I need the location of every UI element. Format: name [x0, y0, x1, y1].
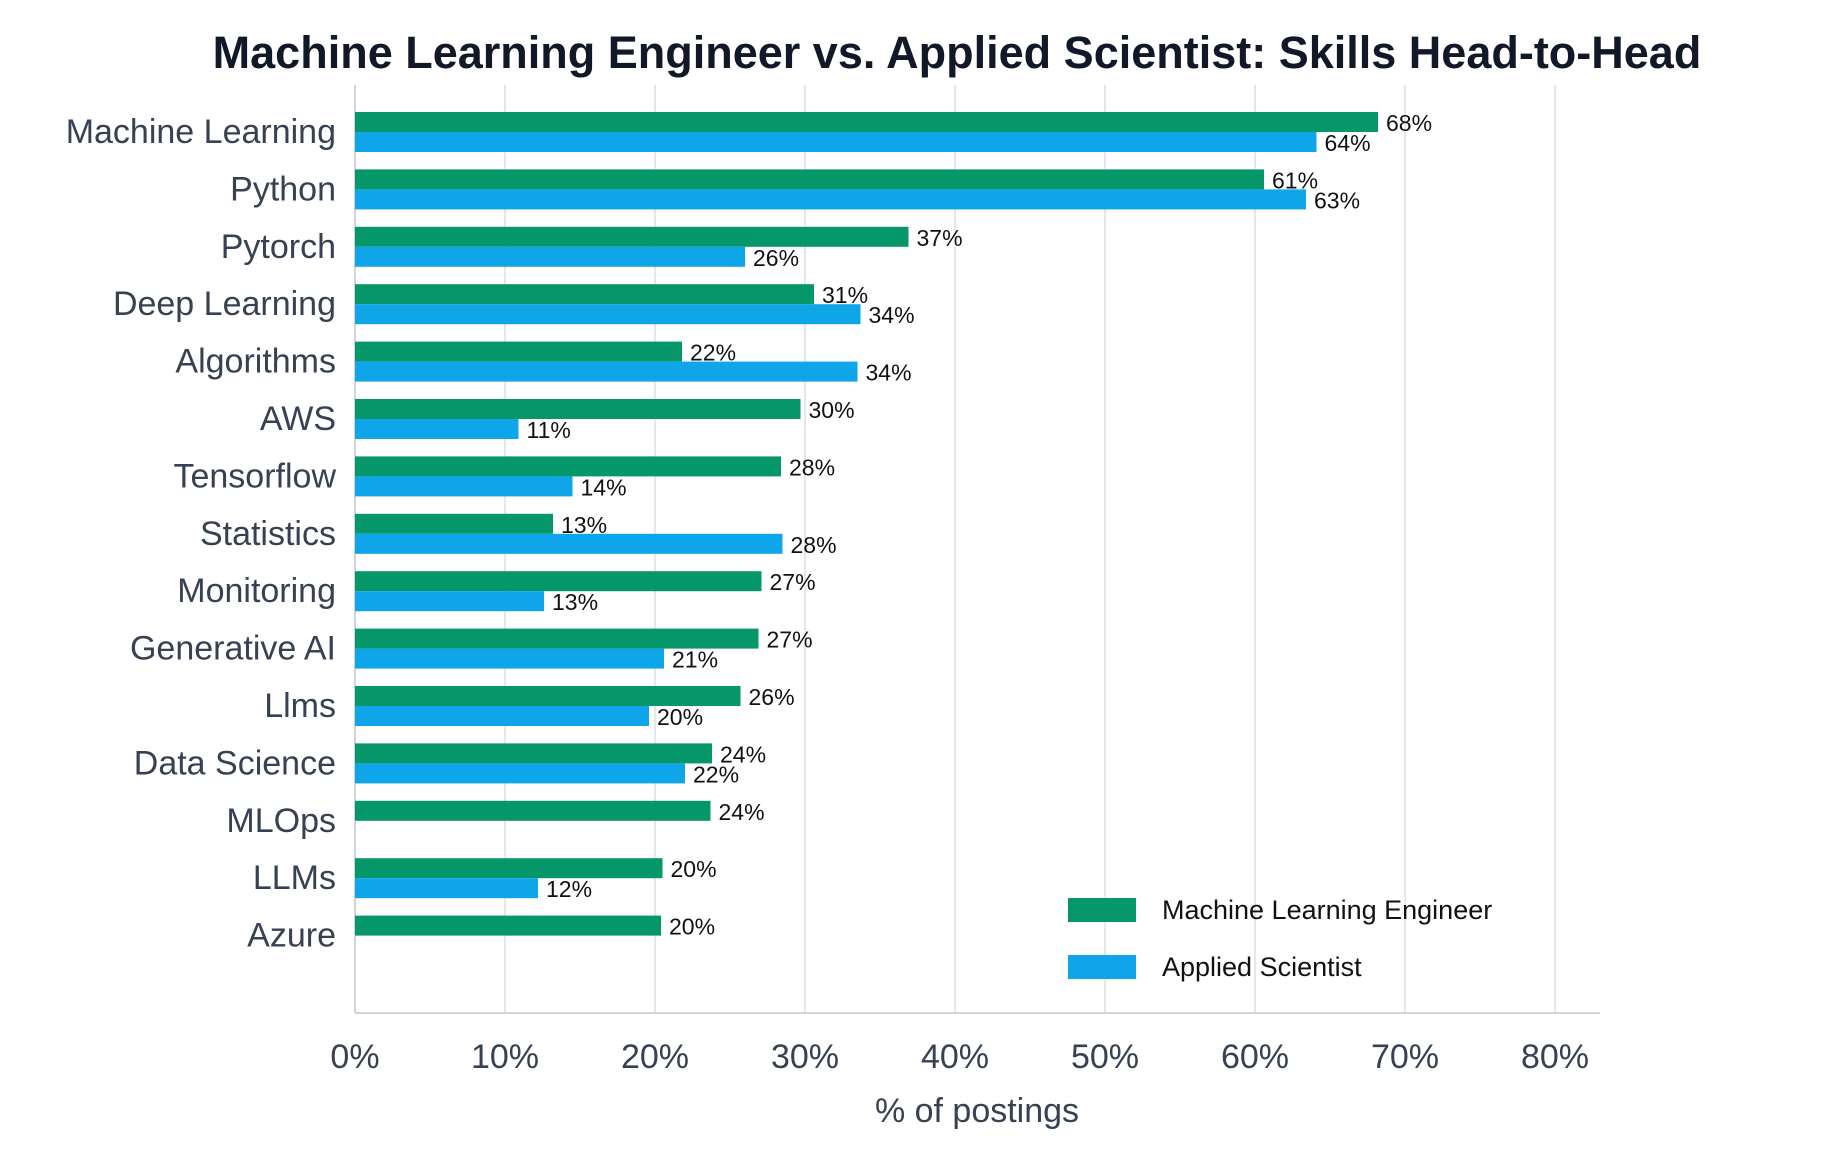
bar-mle [355, 456, 781, 477]
x-tick-label: 30% [771, 1038, 839, 1076]
category-label: Deep Learning [113, 285, 336, 323]
legend-swatch-as [1068, 955, 1136, 979]
chart-title: Machine Learning Engineer vs. Applied Sc… [213, 27, 1702, 78]
bar-mle [355, 743, 712, 764]
x-tick-label: 0% [330, 1038, 379, 1076]
data-label: 24% [719, 799, 765, 825]
bar-applied-scientist [355, 648, 664, 669]
data-label: 27% [770, 569, 816, 595]
x-axis-label: % of postings [875, 1092, 1079, 1130]
bar-applied-scientist [355, 533, 783, 554]
legend-label-mle: Machine Learning Engineer [1162, 895, 1492, 925]
data-label: 31% [822, 282, 868, 308]
category-label: Llms [264, 687, 336, 725]
bar-mle [355, 169, 1264, 190]
category-label: AWS [260, 400, 336, 438]
x-tick-label: 40% [921, 1038, 989, 1076]
category-label: Tensorflow [173, 457, 336, 495]
legend-swatch-mle [1068, 898, 1136, 922]
x-tick-label: 60% [1221, 1038, 1289, 1076]
category-label: Algorithms [175, 343, 336, 381]
bar-applied-scientist [355, 706, 649, 726]
legend-label-as: Applied Scientist [1162, 952, 1362, 982]
bar-applied-scientist [355, 361, 858, 382]
data-label: 26% [749, 684, 795, 710]
data-label: 34% [866, 360, 912, 386]
category-label: Generative AI [130, 630, 336, 668]
bar-applied-scientist [355, 591, 544, 612]
bar-applied-scientist [355, 476, 573, 497]
category-label: Python [230, 170, 336, 208]
data-label: 34% [869, 302, 915, 328]
bar-applied-scientist [355, 189, 1306, 210]
category-labels: Machine Learning Python Pytorch Deep Learni… [66, 113, 337, 955]
data-labels: 68%64%61%63%37%26%31%34%22%34%30%11%28%1… [527, 110, 1433, 940]
data-label: 14% [581, 474, 627, 500]
data-label: 11% [527, 417, 571, 443]
bar-mle [355, 628, 759, 649]
data-label: 28% [791, 532, 837, 558]
category-label: Monitoring [177, 572, 336, 610]
data-label: 27% [767, 627, 813, 653]
bar-applied-scientist [355, 878, 538, 899]
bar-mle [355, 284, 814, 305]
x-tick-label: 50% [1071, 1038, 1139, 1076]
bar-applied-scientist [355, 419, 519, 439]
bar-mle [355, 571, 762, 592]
bar-mle [355, 686, 741, 706]
data-label: 26% [753, 245, 799, 271]
bar-mle [355, 513, 553, 534]
bar-applied-scientist [355, 132, 1317, 152]
bar-mle [355, 858, 663, 879]
bar-applied-scientist [355, 246, 745, 267]
category-label: Pytorch [221, 228, 336, 266]
x-tick-label: 80% [1521, 1038, 1589, 1076]
x-tick-label: 10% [471, 1038, 539, 1076]
bar-mle [355, 800, 711, 821]
category-label: LLMs [253, 859, 336, 897]
category-label: Machine Learning [66, 113, 336, 151]
data-label: 61% [1272, 167, 1318, 193]
data-label: 64% [1325, 130, 1371, 156]
bar-mle [355, 341, 682, 362]
data-label: 20% [669, 914, 715, 940]
bar-mle [355, 226, 909, 247]
category-label: MLOps [226, 802, 336, 840]
bar-applied-scientist [355, 304, 861, 325]
bar-applied-scientist [355, 763, 685, 784]
data-label: 13% [561, 512, 607, 538]
x-tick-label: 20% [621, 1038, 689, 1076]
data-label: 13% [552, 589, 598, 615]
data-label: 20% [671, 856, 717, 882]
x-tick-label: 70% [1371, 1038, 1439, 1076]
data-label: 20% [657, 704, 703, 730]
data-label: 24% [720, 741, 766, 767]
data-label: 68% [1386, 110, 1432, 136]
data-label: 12% [546, 876, 592, 902]
data-label: 37% [917, 225, 963, 251]
bars [355, 112, 1378, 936]
data-label: 28% [789, 454, 835, 480]
data-label: 21% [672, 647, 718, 673]
bar-mle [355, 399, 801, 419]
data-label: 22% [693, 761, 739, 787]
category-label: Azure [247, 917, 336, 955]
data-label: 22% [690, 340, 736, 366]
category-label: Data Science [134, 744, 336, 782]
category-label: Statistics [200, 515, 336, 553]
bar-mle [355, 915, 661, 936]
legend: Machine Learning Engineer Applied Scient… [1068, 895, 1492, 982]
bar-mle [355, 112, 1378, 132]
data-label: 30% [809, 397, 855, 423]
data-label: 63% [1314, 187, 1360, 213]
x-tick-labels: 0% 10% 20% 30% 40% 50% 60% 70% 80% [330, 1038, 1589, 1076]
